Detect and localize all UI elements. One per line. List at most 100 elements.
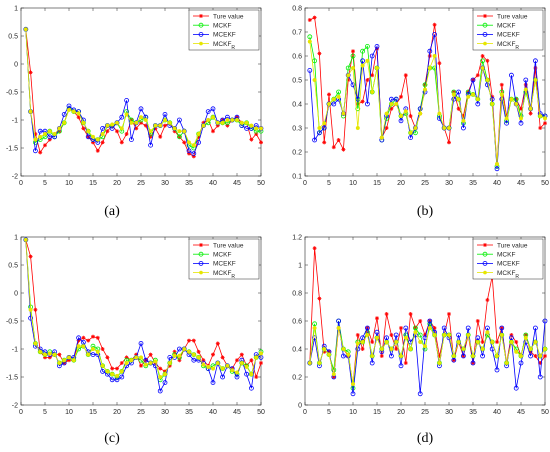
data-point: [138, 355, 144, 360]
data-point: [360, 339, 365, 345]
data-point: [514, 340, 519, 344]
legend-label: Ture value: [497, 242, 528, 249]
data-point: [100, 131, 105, 137]
data-point: [230, 368, 235, 373]
y-tick-label: -0.5: [6, 318, 18, 325]
x-tick-label: 20: [397, 409, 405, 416]
data-point: [134, 120, 139, 125]
data-point: [95, 335, 100, 340]
data-point: [509, 339, 514, 345]
data-point: [124, 98, 129, 103]
legend-marker: [483, 14, 487, 18]
data-point: [215, 341, 220, 346]
data-point: [447, 140, 451, 145]
data-point: [370, 353, 375, 359]
x-tick-label: 15: [89, 409, 97, 416]
panel-caption: (a): [104, 204, 120, 219]
x-tick-label: 35: [469, 180, 477, 187]
data-point: [494, 353, 500, 359]
y-tick-label: 0.2: [292, 374, 302, 381]
data-point: [182, 346, 187, 352]
data-point: [364, 101, 370, 107]
data-point: [158, 366, 163, 371]
data-point: [196, 349, 201, 354]
data-point: [225, 117, 230, 123]
data-point: [215, 120, 220, 125]
data-point: [95, 349, 100, 354]
data-point: [336, 318, 342, 324]
y-tick-label: 0: [14, 290, 18, 297]
data-point: [327, 92, 331, 97]
data-point: [537, 374, 543, 380]
data-point: [248, 385, 254, 391]
data-point: [191, 338, 196, 343]
panel-caption: (c): [104, 431, 120, 446]
y-tick-label: 1: [14, 5, 18, 12]
data-point: [432, 32, 438, 37]
data-point: [484, 82, 490, 88]
data-point: [341, 346, 346, 352]
data-point: [307, 68, 313, 73]
legend: Ture value MCKF MCEKF MCKFR: [188, 238, 260, 280]
data-point: [95, 137, 100, 142]
legend-label: MCKFR: [213, 270, 235, 280]
y-tick-label: -2: [12, 402, 18, 409]
data-point: [484, 325, 490, 331]
data-point: [437, 111, 442, 116]
data-point: [413, 125, 418, 131]
data-point: [47, 129, 52, 134]
data-point: [326, 101, 332, 107]
data-point: [336, 89, 342, 95]
x-tick-label: 50: [541, 180, 549, 187]
data-point: [384, 312, 389, 316]
data-point: [186, 148, 192, 154]
data-point: [533, 77, 538, 83]
data-point: [307, 34, 313, 40]
data-point: [437, 61, 442, 66]
data-point: [210, 366, 216, 371]
x-tick-label: 0: [19, 409, 23, 416]
data-point: [499, 332, 504, 338]
data-point: [394, 347, 399, 351]
data-point: [182, 129, 187, 134]
data-point: [124, 112, 129, 117]
data-point: [480, 353, 486, 359]
x-tick-label: 25: [137, 409, 145, 416]
data-point: [490, 339, 495, 345]
data-point: [317, 51, 322, 56]
x-tick-label: 30: [161, 180, 169, 187]
data-point: [432, 53, 437, 59]
data-point: [129, 120, 134, 125]
x-tick-label: 45: [517, 180, 525, 187]
data-point: [91, 334, 95, 339]
data-point: [206, 117, 211, 123]
data-point: [119, 114, 125, 120]
data-point: [543, 121, 547, 126]
data-point: [514, 349, 519, 354]
data-point: [403, 361, 408, 365]
data-point: [28, 315, 34, 321]
data-point: [480, 54, 485, 58]
data-point: [33, 148, 38, 154]
data-point: [191, 357, 197, 363]
chart-panel-1: 10.50-0.5-1-1.5-20 5 10 15 20 25 30 35 40 45 50Tur…: [6, 5, 265, 219]
legend-label: MCEKF: [213, 32, 236, 39]
data-point: [533, 339, 538, 345]
data-point: [90, 346, 96, 352]
data-point: [211, 129, 215, 134]
x-tick-label: 35: [185, 409, 193, 416]
legend-label: Ture value: [213, 242, 244, 249]
series-line: [25, 29, 262, 155]
data-point: [28, 70, 33, 75]
data-point: [475, 73, 480, 78]
x-tick-label: 30: [445, 409, 453, 416]
data-point: [375, 316, 379, 321]
data-point: [350, 65, 356, 71]
y-tick-label: 0.1: [292, 173, 302, 180]
data-point: [403, 335, 408, 340]
data-point: [85, 134, 91, 140]
data-point: [346, 352, 351, 357]
data-point: [90, 134, 96, 139]
data-point: [115, 129, 119, 134]
